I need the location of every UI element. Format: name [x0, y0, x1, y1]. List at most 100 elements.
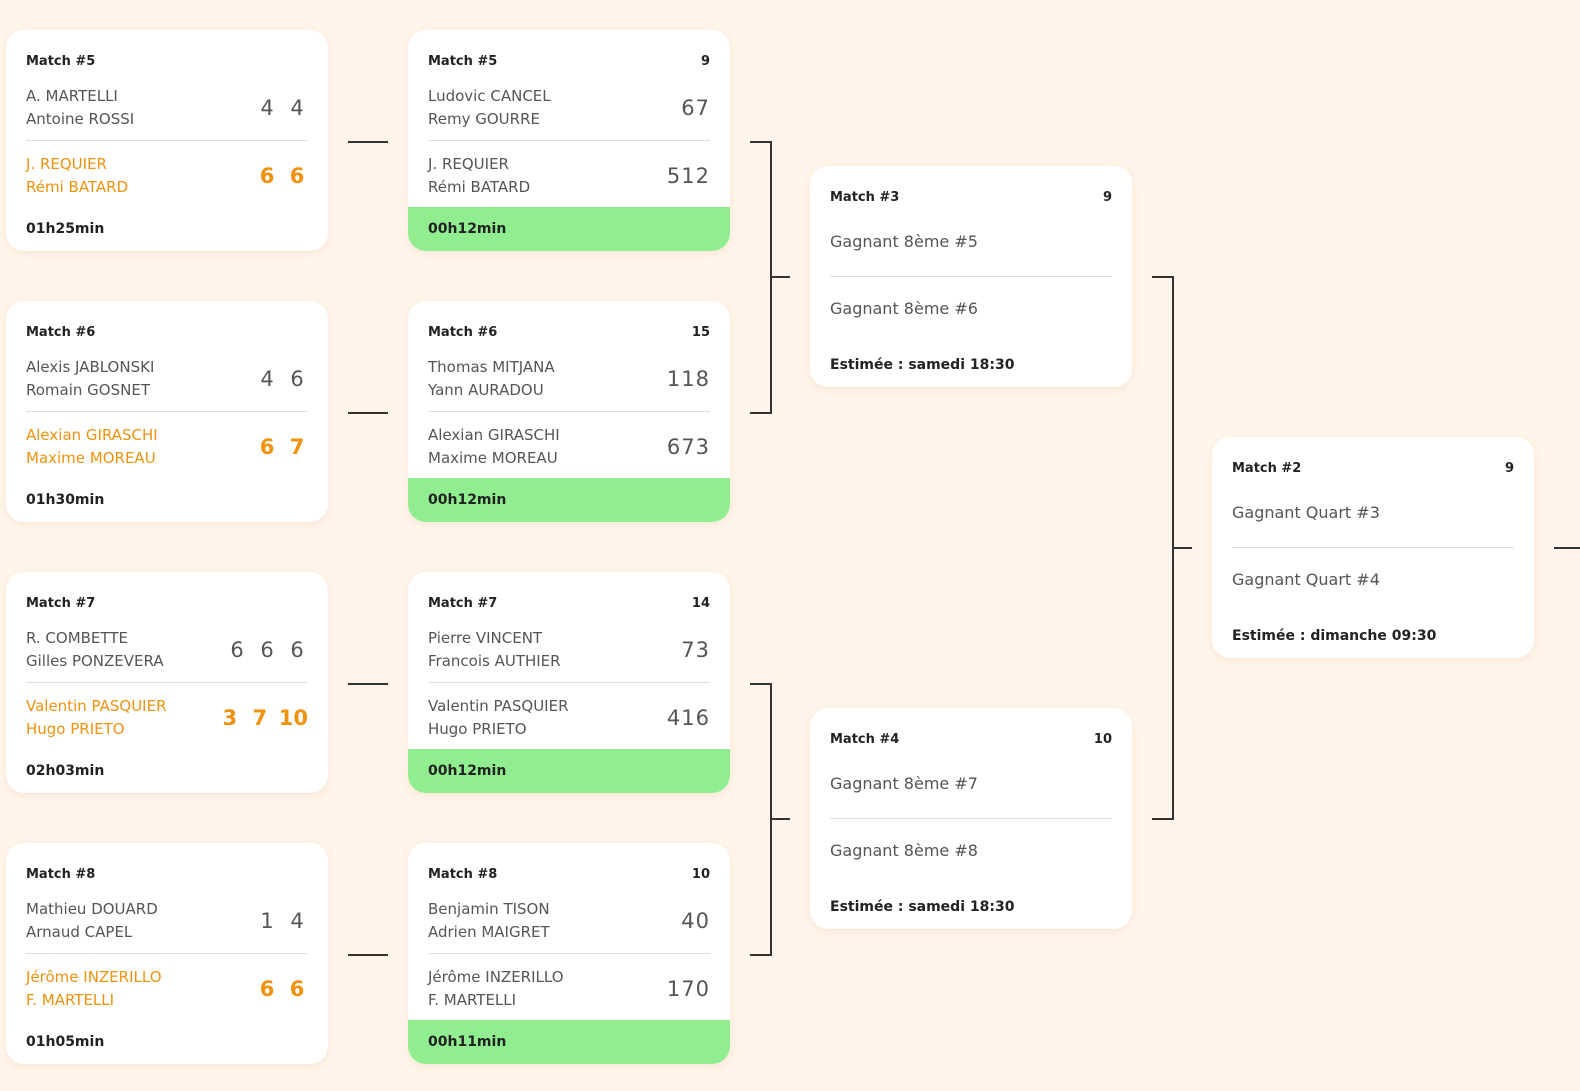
divider — [830, 818, 1112, 819]
match-duration: 01h25min — [26, 221, 105, 237]
quarter-match-card[interactable]: Match #3 9 Gagnant 8ème #5 Gagnant 8ème #… — [810, 166, 1132, 387]
live-timer: 00h12min — [408, 207, 730, 251]
winner-team-row: Valentin PASQUIER Hugo PRIETO 3 7 10 — [26, 694, 308, 742]
player-name: Valentin PASQUIER — [26, 697, 167, 715]
court-number: 9 — [1504, 461, 1514, 476]
team-total: 416 — [666, 706, 710, 730]
set-score: 4 — [260, 96, 274, 120]
match-duration: 01h05min — [26, 1034, 105, 1050]
player-name: R. COMBETTE — [26, 629, 128, 647]
player-name: Remy GOURRE — [428, 110, 540, 128]
set-score: 1 — [260, 909, 274, 933]
team-row: Ludovic CANCEL Remy GOURRE 67 — [428, 84, 710, 132]
player-name: Alexis JABLONSKI — [26, 358, 155, 376]
set-score: 6 — [289, 164, 305, 188]
slot-placeholder: Gagnant 8ème #7 — [830, 774, 978, 793]
player-name: Gilles PONZEVERA — [26, 652, 164, 670]
player-name: Ludovic CANCEL — [428, 87, 551, 105]
slot-placeholder: Gagnant 8ème #8 — [830, 841, 978, 860]
set-score: 4 — [290, 909, 304, 933]
player-name: Jérôme INZERILLO — [428, 968, 564, 986]
player-name: F. MARTELLI — [26, 991, 115, 1009]
player-name: Alexian GIRASCHI — [428, 426, 560, 444]
match-label: Match #3 — [830, 190, 900, 205]
match-label: Match #6 — [26, 325, 96, 340]
slot-placeholder: Gagnant Quart #3 — [1232, 503, 1380, 522]
bracket-connector — [348, 683, 388, 685]
team-total: 512 — [666, 164, 710, 188]
estimated-time: Estimée : dimanche 09:30 — [1232, 628, 1437, 644]
bracket-connector — [1554, 547, 1580, 549]
bracket-connector — [750, 412, 771, 414]
team-row: Alexian GIRASCHI Maxime MOREAU 673 — [428, 423, 710, 471]
set-score: 7 — [252, 706, 268, 730]
player-name: Rémi BATARD — [428, 178, 531, 196]
team-total: 73 — [681, 638, 710, 662]
player-name: Thomas MITJANA — [428, 358, 555, 376]
team-row: Benjamin TISON Adrien MAIGRET 40 — [428, 897, 710, 945]
player-name: F. MARTELLI — [428, 991, 517, 1009]
court-number: 9 — [700, 54, 710, 69]
divider — [26, 140, 308, 141]
divider — [428, 411, 710, 412]
round1-match-card[interactable]: Match #6 Alexis JABLONSKI Romain GOSNET 4… — [6, 301, 328, 522]
match-label: Match #8 — [26, 867, 96, 882]
bracket-connector — [348, 412, 388, 414]
bracket-connector — [770, 276, 790, 278]
live-timer: 00h11min — [408, 1020, 730, 1064]
semi-match-card[interactable]: Match #2 9 Gagnant Quart #3 Gagnant Quart… — [1212, 437, 1534, 658]
set-score: 4 — [290, 96, 304, 120]
divider — [428, 140, 710, 141]
bracket-connector — [1152, 818, 1173, 820]
bracket-connector — [750, 683, 771, 685]
match-duration: 01h30min — [26, 492, 105, 508]
match-label: Match #5 — [428, 54, 498, 69]
team-total: 673 — [666, 435, 710, 459]
court-number: 15 — [691, 325, 710, 340]
bracket-connector — [750, 954, 771, 956]
player-name: Antoine ROSSI — [26, 110, 135, 128]
match-duration: 02h03min — [26, 763, 105, 779]
quarter-match-card[interactable]: Match #4 10 Gagnant 8ème #7 Gagnant 8ème … — [810, 708, 1132, 929]
team-row: Pierre VINCENT Francois AUTHIER 73 — [428, 626, 710, 674]
set-score: 3 — [222, 706, 238, 730]
team-total: 40 — [681, 909, 710, 933]
match-label: Match #8 — [428, 867, 498, 882]
divider — [26, 411, 308, 412]
estimated-time: Estimée : samedi 18:30 — [830, 899, 1015, 915]
round2-match-card[interactable]: Match #5 9 Ludovic CANCEL Remy GOURRE 67 J… — [408, 30, 730, 251]
player-name: A. MARTELLI — [26, 87, 118, 105]
player-name: Yann AURADOU — [428, 381, 544, 399]
set-score: 6 — [260, 638, 274, 662]
slot-placeholder: Gagnant 8ème #5 — [830, 232, 978, 251]
round2-match-card[interactable]: Match #7 14 Pierre VINCENT Francois AUTHIE… — [408, 572, 730, 793]
match-label: Match #6 — [428, 325, 498, 340]
round2-match-card[interactable]: Match #6 15 Thomas MITJANA Yann AURADOU 11… — [408, 301, 730, 522]
court-number: 10 — [1093, 732, 1112, 747]
team-total: 170 — [666, 977, 710, 1001]
player-name: Mathieu DOUARD — [26, 900, 158, 918]
bracket-connector — [770, 818, 790, 820]
player-name: J. REQUIER — [428, 155, 509, 173]
bracket-connector — [1152, 276, 1173, 278]
player-name: J. REQUIER — [26, 155, 107, 173]
match-label: Match #2 — [1232, 461, 1302, 476]
divider — [26, 953, 308, 954]
bracket-connector — [348, 141, 388, 143]
set-score: 10 — [278, 706, 308, 730]
divider — [26, 682, 308, 683]
court-number: 14 — [691, 596, 710, 611]
set-score: 6 — [259, 164, 275, 188]
match-label: Match #7 — [26, 596, 96, 611]
player-name: Arnaud CAPEL — [26, 923, 133, 941]
round2-match-card[interactable]: Match #8 10 Benjamin TISON Adrien MAIGRET … — [408, 843, 730, 1064]
bracket-connector — [1172, 547, 1192, 549]
player-name: Alexian GIRASCHI — [26, 426, 158, 444]
bracket-connector — [348, 954, 388, 956]
divider — [428, 953, 710, 954]
